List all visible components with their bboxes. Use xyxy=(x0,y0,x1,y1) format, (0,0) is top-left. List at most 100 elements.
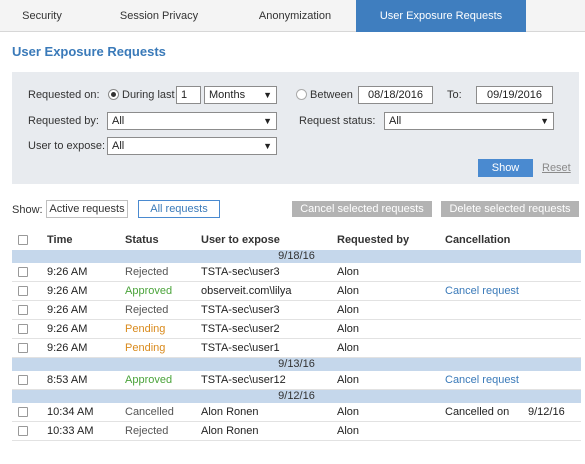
cancel-request-link[interactable]: Cancel request xyxy=(445,285,519,297)
all-requests-toggle[interactable]: All requests xyxy=(138,200,220,218)
row-time: 10:34 AM xyxy=(47,406,94,418)
row-time: 9:26 AM xyxy=(47,342,88,354)
user-to-expose-select[interactable]: All ▼ xyxy=(107,137,277,155)
chevron-down-icon: ▼ xyxy=(263,141,272,151)
row-status: Rejected xyxy=(125,266,169,278)
user-to-expose-label: User to expose: xyxy=(28,140,106,152)
row-user: TSTA-sec\user12 xyxy=(201,374,286,386)
date-group-header: 9/12/16 xyxy=(12,390,581,403)
row-requested-by: Alon xyxy=(337,374,360,386)
reset-link[interactable]: Reset xyxy=(542,162,571,174)
show-button[interactable]: Show xyxy=(478,159,533,177)
user-to-expose-value: All xyxy=(112,140,125,152)
table-row[interactable]: 9:26 AM Approved observeit.com\lilya Alon Ca… xyxy=(12,282,581,301)
cancel-selected-button[interactable]: Cancel selected requests xyxy=(292,201,432,217)
table-row[interactable]: 10:33 AM Rejected Alon Ronen Alon xyxy=(12,422,581,441)
header-requested-by: Requested by xyxy=(337,234,410,246)
active-requests-toggle[interactable]: Active requests xyxy=(46,200,128,218)
row-status: Approved xyxy=(125,374,173,386)
between-radio[interactable] xyxy=(296,89,307,100)
row-user: TSTA-sec\user3 xyxy=(201,304,280,316)
row-cancellation: Cancelled on xyxy=(445,406,510,418)
row-user: TSTA-sec\user3 xyxy=(201,266,280,278)
row-status: Rejected xyxy=(125,304,169,316)
page-title: User Exposure Requests xyxy=(12,44,166,59)
row-time: 9:26 AM xyxy=(47,304,88,316)
row-requested-by: Alon xyxy=(337,285,360,297)
table-header: Time Status User to expose Requested by … xyxy=(12,230,581,250)
row-time: 9:26 AM xyxy=(47,266,88,278)
date-group-header: 9/13/16 xyxy=(12,358,581,371)
period-select-value: Months xyxy=(209,89,246,101)
row-checkbox[interactable] xyxy=(18,305,28,315)
row-time: 10:33 AM xyxy=(47,425,94,437)
tab-anonymization[interactable]: Anonymization xyxy=(258,10,332,22)
show-label: Show: xyxy=(12,204,43,216)
row-checkbox[interactable] xyxy=(18,407,28,417)
row-requested-by: Alon xyxy=(337,304,360,316)
row-user: Alon Ronen xyxy=(201,425,259,437)
row-time: 9:26 AM xyxy=(47,323,88,335)
requested-by-label: Requested by: xyxy=(28,115,99,127)
row-requested-by: Alon xyxy=(337,266,360,278)
row-checkbox[interactable] xyxy=(18,375,28,385)
row-requested-by: Alon xyxy=(337,342,360,354)
chevron-down-icon: ▼ xyxy=(263,90,272,100)
row-time: 8:53 AM xyxy=(47,374,88,386)
during-last-radio[interactable] xyxy=(108,89,119,100)
row-status: Pending xyxy=(125,323,166,335)
row-user: Alon Ronen xyxy=(201,406,259,418)
delete-selected-button[interactable]: Delete selected requests xyxy=(441,201,579,217)
during-last-input[interactable]: 1 xyxy=(176,86,201,104)
request-status-value: All xyxy=(389,115,402,127)
row-cancellation-date: 9/12/16 xyxy=(528,406,565,418)
to-date-input[interactable]: 09/19/2016 xyxy=(476,86,553,104)
row-user: observeit.com\lilya xyxy=(201,285,292,297)
row-user: TSTA-sec\user1 xyxy=(201,342,280,354)
from-date-input[interactable]: 08/18/2016 xyxy=(358,86,433,104)
row-checkbox[interactable] xyxy=(18,267,28,277)
row-requested-by: Alon xyxy=(337,323,360,335)
row-status: Cancelled xyxy=(125,406,174,418)
table-row[interactable]: 9:26 AM Rejected TSTA-sec\user3 Alon xyxy=(12,263,581,282)
between-label: Between xyxy=(310,89,353,101)
tab-session-privacy[interactable]: Session Privacy xyxy=(119,10,199,22)
row-requested-by: Alon xyxy=(337,425,360,437)
request-status-select[interactable]: All ▼ xyxy=(384,112,554,130)
header-user-to-expose: User to expose xyxy=(201,234,280,246)
requested-by-value: All xyxy=(112,115,125,127)
to-label: To: xyxy=(447,89,462,101)
row-checkbox[interactable] xyxy=(18,324,28,334)
header-status: Status xyxy=(125,234,159,246)
chevron-down-icon: ▼ xyxy=(263,116,272,126)
during-last-label: During last xyxy=(122,89,175,101)
table-row[interactable]: 9:26 AM Pending TSTA-sec\user2 Alon xyxy=(12,320,581,339)
row-status: Pending xyxy=(125,342,166,354)
row-checkbox[interactable] xyxy=(18,426,28,436)
period-select[interactable]: Months ▼ xyxy=(204,86,277,104)
tab-security[interactable]: Security xyxy=(22,10,62,22)
row-status: Rejected xyxy=(125,425,169,437)
chevron-down-icon: ▼ xyxy=(540,116,549,126)
row-requested-by: Alon xyxy=(337,406,360,418)
date-group-header: 9/18/16 xyxy=(12,250,581,263)
table-row[interactable]: 9:26 AM Rejected TSTA-sec\user3 Alon xyxy=(12,301,581,320)
table-body: 9/18/16 9:26 AM Rejected TSTA-sec\user3 Alon… xyxy=(12,250,581,441)
header-time: Time xyxy=(47,234,73,246)
tab-bar: Security Session Privacy Anonymization U… xyxy=(0,0,585,32)
select-all-checkbox[interactable] xyxy=(18,235,28,245)
requested-by-select[interactable]: All ▼ xyxy=(107,112,277,130)
row-status: Approved xyxy=(125,285,173,297)
row-user: TSTA-sec\user2 xyxy=(201,323,280,335)
table-row[interactable]: 8:53 AM Approved TSTA-sec\user12 Alon Cancel… xyxy=(12,371,581,390)
requested-on-label: Requested on: xyxy=(28,89,100,101)
table-row[interactable]: 10:34 AM Cancelled Alon Ronen Alon Cancelled… xyxy=(12,403,581,422)
table-row[interactable]: 9:26 AM Pending TSTA-sec\user1 Alon xyxy=(12,339,581,358)
tab-user-exposure-requests[interactable]: User Exposure Requests xyxy=(356,0,526,32)
row-time: 9:26 AM xyxy=(47,285,88,297)
row-checkbox[interactable] xyxy=(18,286,28,296)
header-cancellation: Cancellation xyxy=(445,234,511,246)
request-status-label: Request status: xyxy=(299,115,376,127)
row-checkbox[interactable] xyxy=(18,343,28,353)
cancel-request-link[interactable]: Cancel request xyxy=(445,374,519,386)
